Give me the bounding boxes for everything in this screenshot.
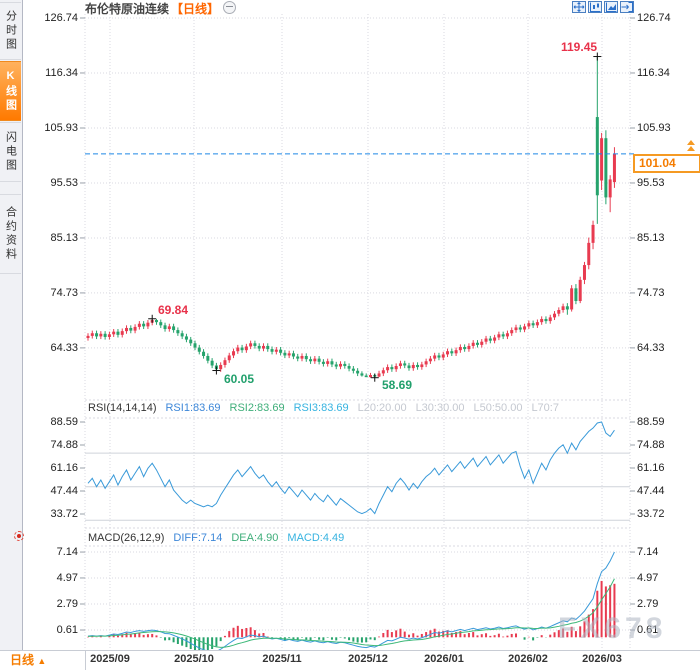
price-axis-label: 126.74 — [44, 12, 78, 24]
time-axis-label: 2026/01 — [424, 653, 464, 665]
rsi-header: RSI(14,14,14) RSI1:83.69 RSI2:83.69 RSI3:83… — [88, 402, 568, 414]
rsi-axis-label: 47.44 — [637, 485, 665, 497]
rsi-axis-label: 74.88 — [50, 439, 78, 451]
macd-axis-label: 7.14 — [637, 546, 659, 558]
time-axis-label: 2025/12 — [348, 653, 388, 665]
instrument-name: 布伦特原油连续 — [85, 2, 170, 16]
candle-window-icon[interactable] — [588, 1, 602, 13]
sidebar-item-label: 分时图 — [4, 10, 17, 52]
price-axis-label: 116.34 — [637, 67, 670, 79]
swing-low-label: 60.05 — [224, 372, 255, 386]
sidebar-item-kline-chart[interactable]: K线图 — [0, 61, 21, 121]
collapse-icon[interactable] — [223, 1, 237, 14]
chart-title: 布伦特原油连续 【日线】 — [85, 0, 237, 16]
price-axis-label: 95.53 — [637, 177, 665, 189]
sidebar-item-timeshare-chart[interactable]: 分时图 — [0, 2, 21, 60]
swing-low-label: 58.69 — [382, 378, 413, 392]
period-tag: 【日线】 — [171, 2, 220, 16]
price-axis-label: 105.93 — [44, 122, 78, 134]
rsi-axis-label: 61.16 — [50, 462, 78, 474]
sidebar-item-flash-chart[interactable]: 闪电图 — [0, 122, 21, 182]
macd-params: MACD(26,12,9) — [88, 532, 165, 544]
crosshair-icon[interactable] — [572, 1, 586, 13]
price-axis-label: 74.73 — [637, 287, 665, 299]
sidebar-item-label: 合约资料 — [4, 206, 17, 262]
macd-axis-label: 0.61 — [637, 624, 659, 636]
current-price-badge: 101.04 — [633, 154, 700, 173]
sidebar: 分时图 K线图 闪电图 合约资料 — [0, 0, 23, 650]
macd-axis-label: 2.79 — [56, 598, 78, 610]
macd-dea-value: DEA:4.90 — [231, 532, 279, 544]
swing-high-label: 69.84 — [158, 303, 189, 317]
price-axis-label: 64.33 — [50, 342, 78, 354]
trend-window-icon[interactable] — [604, 1, 618, 13]
time-axis-label: 2026/02 — [508, 653, 548, 665]
time-axis-label: 2025/10 — [174, 653, 214, 665]
macd-axis-label: 4.97 — [56, 572, 78, 584]
rsi-l70: L70:7 — [531, 402, 559, 414]
macd-diff-value: DIFF:7.14 — [173, 532, 223, 544]
price-axis-label: 116.34 — [45, 67, 78, 79]
period-selector-label: 日线 — [10, 653, 35, 667]
rsi-axis-label: 74.88 — [637, 439, 665, 451]
sidebar-item-label: 闪电图 — [4, 131, 17, 173]
price-axis-label: 74.73 — [50, 287, 78, 299]
rsi-axis-label: 88.59 — [637, 416, 665, 428]
price-axis-label: 85.13 — [637, 232, 665, 244]
macd-axis-label: 7.14 — [56, 546, 78, 558]
time-axis-label: 2025/11 — [262, 653, 302, 665]
time-axis-label: 2026/03 — [582, 653, 622, 665]
sidebar-item-contract-info[interactable]: 合约资料 — [0, 194, 21, 274]
period-selector[interactable]: 日线 ▲ — [0, 650, 86, 670]
rsi1-value: RSI1:83.69 — [165, 402, 221, 414]
price-axis-label: 105.93 — [637, 122, 671, 134]
rsi-l30: L30:30.00 — [415, 402, 465, 414]
price-axis-label: 64.33 — [637, 342, 665, 354]
detach-window-icon[interactable] — [620, 1, 634, 13]
rsi-axis-label: 61.16 — [637, 462, 665, 474]
time-axis-label: 2025/09 — [90, 653, 130, 665]
chevron-up-icon: ▲ — [37, 656, 47, 666]
rsi-axis-label: 88.59 — [50, 416, 78, 428]
rsi-axis-label: 47.44 — [50, 485, 78, 497]
swing-high-label: 119.45 — [561, 40, 598, 54]
rsi-params: RSI(14,14,14) — [88, 402, 157, 414]
rsi-l50: L50:50.00 — [473, 402, 523, 414]
indicator-settings-icon[interactable] — [14, 531, 24, 541]
watermark: FX678 — [558, 612, 667, 645]
macd-header: MACD(26,12,9) DIFF:7.14 DEA:4.90 MACD:4.49 — [88, 532, 353, 544]
rsi-axis-label: 33.72 — [50, 508, 78, 520]
macd-axis-label: 4.97 — [637, 572, 659, 584]
rsi3-value: RSI3:83.69 — [293, 402, 349, 414]
rsi2-value: RSI2:83.69 — [229, 402, 285, 414]
price-axis-label: 95.53 — [50, 177, 78, 189]
rsi-l20: L20:20.00 — [357, 402, 407, 414]
price-up-arrows-icon — [687, 140, 697, 153]
sidebar-item-label: K线图 — [4, 69, 17, 113]
rsi-axis-label: 33.72 — [637, 508, 665, 520]
price-axis-label: 85.13 — [50, 232, 78, 244]
macd-axis-label: 2.79 — [637, 598, 659, 610]
price-axis-label: 126.74 — [637, 12, 671, 24]
macd-axis-label: 0.61 — [56, 624, 78, 636]
time-axis-bar — [0, 650, 700, 670]
macd-value: MACD:4.49 — [287, 532, 345, 544]
